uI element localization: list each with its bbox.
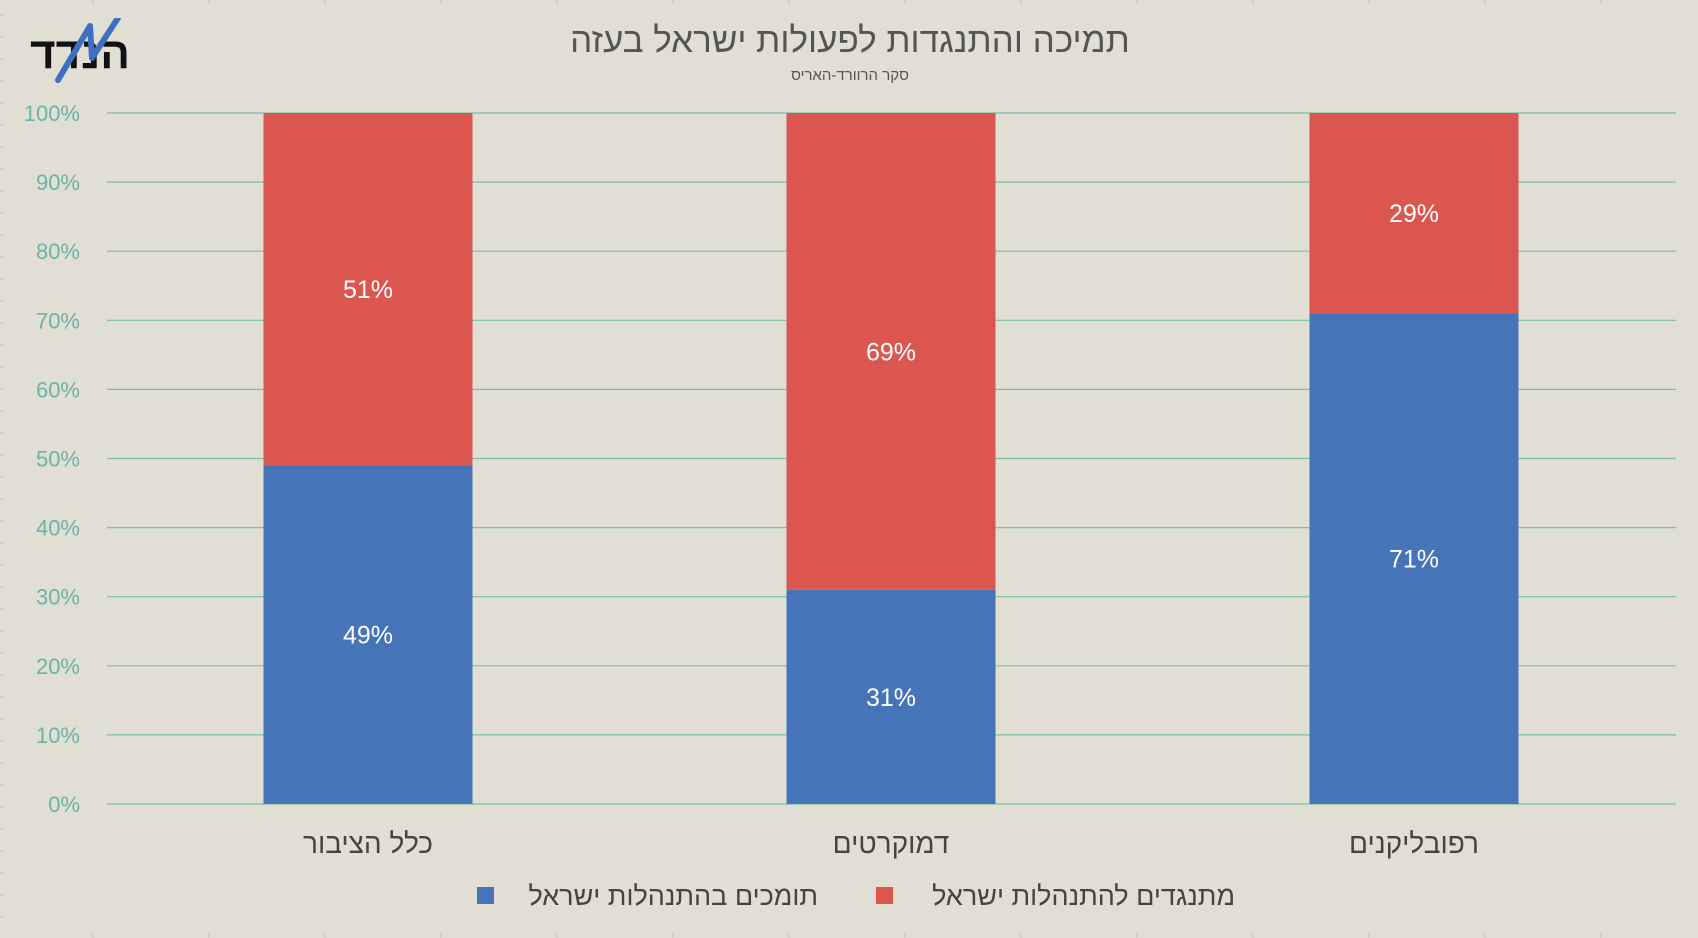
y-axis-ticks: 0% 10% 20% 30% 40% 50% 60% 70% 80% 90% 100% bbox=[24, 101, 80, 817]
bar-segment bbox=[786, 113, 996, 590]
bar-segment bbox=[263, 465, 473, 804]
logo-zigzag-icon bbox=[55, 18, 121, 83]
legend-swatch bbox=[876, 887, 893, 904]
logo-text: הנדד bbox=[30, 29, 130, 78]
legend-swatch bbox=[477, 887, 494, 904]
y-tick-label: 100% bbox=[24, 101, 80, 126]
bars: 49% 51% 31% 69% 71% 29% bbox=[263, 113, 1519, 804]
legend-label: תומכים בהתנהלות ישראל bbox=[528, 881, 818, 911]
chart-subtitle: סקר הרוורד-האריס bbox=[791, 67, 909, 84]
y-tick-label: 0% bbox=[48, 792, 80, 817]
data-label: 31% bbox=[866, 684, 916, 712]
data-label: 69% bbox=[866, 338, 916, 366]
legend-label: מתנגדים להתנהלות ישראל bbox=[932, 881, 1235, 911]
y-tick-label: 20% bbox=[36, 654, 80, 679]
y-tick-label: 90% bbox=[36, 170, 80, 195]
brand-logo: הנדד bbox=[30, 18, 130, 83]
y-tick-label: 30% bbox=[36, 585, 80, 610]
sheet-edge-ticks bbox=[0, 0, 1602, 938]
bar-segment bbox=[786, 589, 996, 804]
chart-title: תמיכה והתנגדות לפעולות ישראל בעזה bbox=[570, 21, 1130, 60]
legend: תומכים בהתנהלות ישראל מתנגדים להתנהלות יש… bbox=[477, 881, 1235, 911]
data-label: 71% bbox=[1389, 546, 1439, 574]
y-tick-label: 10% bbox=[36, 723, 80, 748]
data-label: 49% bbox=[343, 622, 393, 650]
y-tick-label: 70% bbox=[36, 308, 80, 333]
bar-segment bbox=[1309, 113, 1519, 314]
y-tick-label: 50% bbox=[36, 447, 80, 472]
bar-segment bbox=[1309, 313, 1519, 804]
data-label: 29% bbox=[1389, 200, 1439, 228]
bar-segment bbox=[263, 113, 473, 466]
y-tick-label: 40% bbox=[36, 516, 80, 541]
x-category-label: דמוקרטים bbox=[833, 828, 950, 859]
data-label: 51% bbox=[343, 276, 393, 304]
y-tick-label: 80% bbox=[36, 239, 80, 264]
x-axis-labels: כלל הציבור דמוקרטים רפובליקנים bbox=[303, 828, 1479, 859]
x-category-label: רפובליקנים bbox=[1349, 828, 1479, 859]
y-tick-label: 60% bbox=[36, 377, 80, 402]
x-category-label: כלל הציבור bbox=[303, 828, 433, 859]
